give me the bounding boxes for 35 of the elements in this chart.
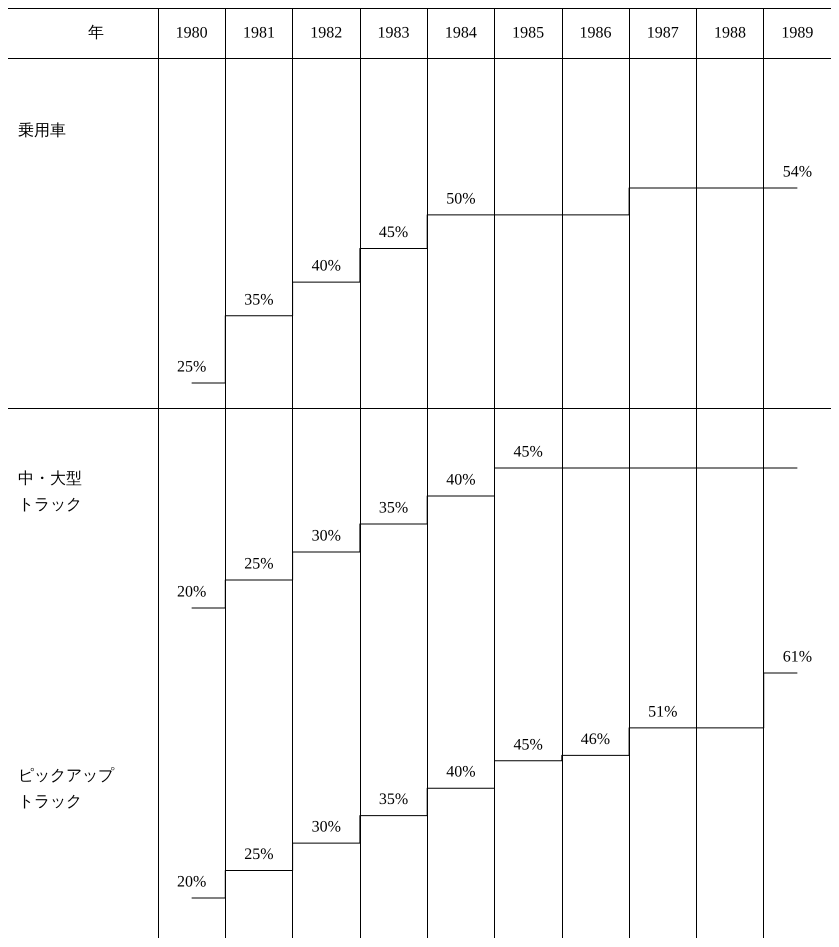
data-label: 50%	[446, 190, 476, 208]
x-tick-label: 1986	[579, 24, 612, 42]
data-label: 35%	[244, 291, 274, 308]
data-label: 40%	[312, 258, 341, 275]
x-tick-label: 1981	[242, 24, 275, 42]
x-tick-label: 1982	[310, 24, 342, 42]
data-label: 61%	[782, 648, 812, 666]
x-tick-label: 1983	[378, 24, 410, 42]
data-label: 40%	[446, 764, 476, 781]
data-label: 45%	[378, 224, 408, 242]
x-tick-label: 1988	[714, 24, 746, 42]
x-tick-label: 1989	[781, 24, 814, 42]
data-label: 45%	[513, 736, 543, 754]
data-label: 25%	[176, 358, 206, 376]
y-axis-title: 中・大型トラック	[18, 470, 82, 514]
data-label: 35%	[378, 500, 408, 516]
data-label: 51%	[648, 703, 678, 720]
data-label: 54%	[782, 164, 812, 180]
data-label: 30%	[312, 818, 341, 836]
data-label: 30%	[312, 528, 341, 544]
data-label: 25%	[244, 846, 274, 864]
x-tick-label: 1985	[512, 24, 544, 42]
x-tick-label: 1984	[444, 24, 477, 42]
data-label: 20%	[176, 584, 206, 600]
y-axis-title: 乗用車	[18, 122, 66, 140]
data-label: 25%	[244, 556, 274, 572]
data-label: 40%	[446, 472, 476, 488]
data-label: 45%	[513, 444, 543, 460]
data-label: 20%	[176, 874, 206, 890]
x-axis-title: 年	[88, 24, 104, 42]
x-tick-label: 1980	[176, 24, 208, 42]
data-label: 35%	[378, 791, 408, 808]
x-tick-label: 1987	[646, 24, 679, 42]
y-axis-title: ピックアップトラック	[18, 766, 115, 810]
data-label: 46%	[580, 730, 610, 748]
